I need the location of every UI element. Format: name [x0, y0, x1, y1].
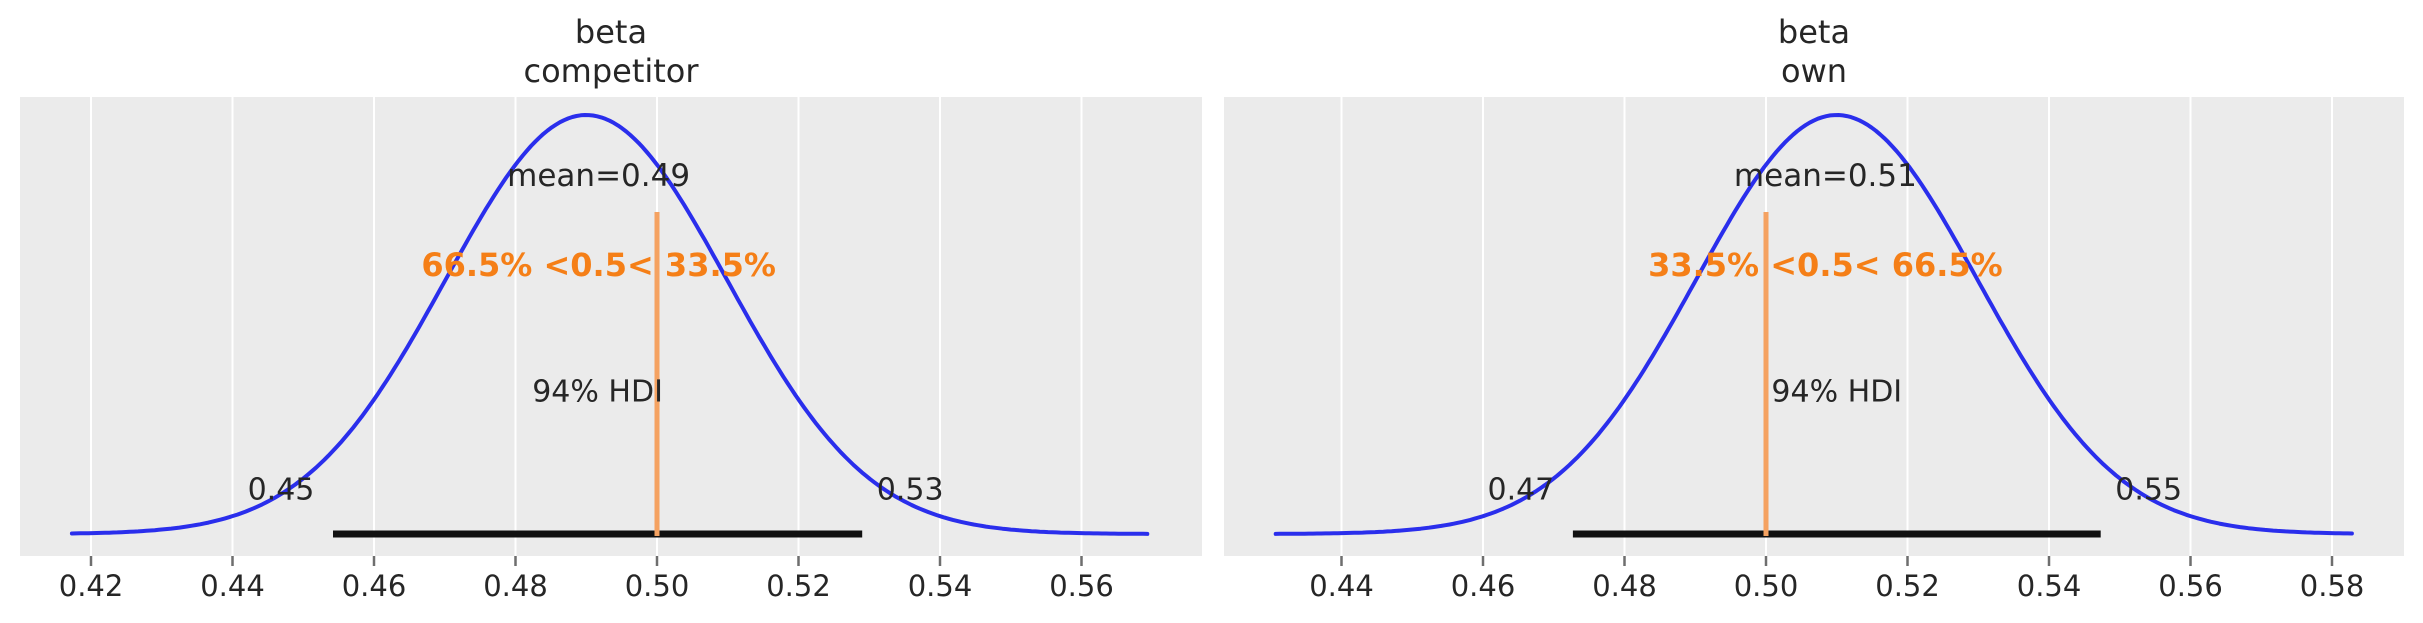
x-tick-label: 0.44	[200, 569, 265, 603]
x-tick-label: 0.50	[624, 569, 690, 603]
hdi-label: 94% HDI	[1771, 374, 1903, 410]
hdi-lower-label: 0.47	[1487, 472, 1555, 508]
x-tick-label: 0.48	[483, 569, 548, 603]
tick-marks	[1340, 556, 2334, 566]
kde-plot-svg	[69, 97, 1150, 566]
kde-curve	[1273, 113, 2354, 536]
x-tick-label: 0.48	[1592, 569, 1657, 603]
kde-curve	[69, 113, 1150, 536]
x-tick-label: 0.54	[2016, 569, 2082, 603]
plot-area: mean=0.51 33.5% <0.5< 66.5% 94% HDI 0.47…	[1224, 97, 2404, 603]
tick-marks	[89, 556, 1083, 566]
plot-title-line1: beta	[1777, 13, 1851, 51]
hdi-upper-label: 0.53	[876, 472, 944, 508]
x-tick-label: 0.56	[1049, 569, 1114, 603]
hdi-label: 94% HDI	[532, 374, 663, 410]
mean-label: mean=0.49	[507, 158, 691, 194]
subplot-beta-own: beta own mean=0.51 33.5% <0.5< 66.5% 94%…	[1224, 0, 2404, 623]
x-tick-label: 0.46	[1450, 569, 1516, 603]
x-tick-label: 0.58	[2299, 569, 2365, 603]
ref-split-label: 33.5% <0.5< 66.5%	[1648, 246, 2003, 284]
ref-split-label: 66.5% <0.5< 33.5%	[421, 246, 776, 284]
x-tick-label: 0.52	[1875, 569, 1940, 603]
kde-plot-svg	[1273, 97, 2354, 566]
hdi-lower-label: 0.45	[247, 472, 315, 508]
plot-title: beta own	[1224, 13, 2404, 91]
x-tick-label: 0.50	[1733, 569, 1799, 603]
x-tick-label: 0.42	[58, 569, 124, 603]
x-tick-label: 0.52	[766, 569, 831, 603]
plot-area: mean=0.49 66.5% <0.5< 33.5% 94% HDI 0.45…	[20, 97, 1202, 603]
subplot-beta-competitor: beta competitor mean=0.49 66.5% <0.5< 33…	[20, 0, 1202, 623]
plot-title: beta competitor	[20, 13, 1202, 91]
plot-title-line2: own	[1780, 52, 1848, 90]
x-tick-label: 0.54	[907, 569, 973, 603]
plot-title-line2: competitor	[523, 52, 699, 90]
plot-title-line1: beta	[574, 13, 648, 51]
hdi-upper-label: 0.55	[2115, 472, 2183, 508]
mean-label: mean=0.51	[1733, 158, 1917, 194]
x-tick-label: 0.46	[341, 569, 407, 603]
x-tick-label: 0.44	[1309, 569, 1374, 603]
x-tick-label: 0.56	[2158, 569, 2223, 603]
